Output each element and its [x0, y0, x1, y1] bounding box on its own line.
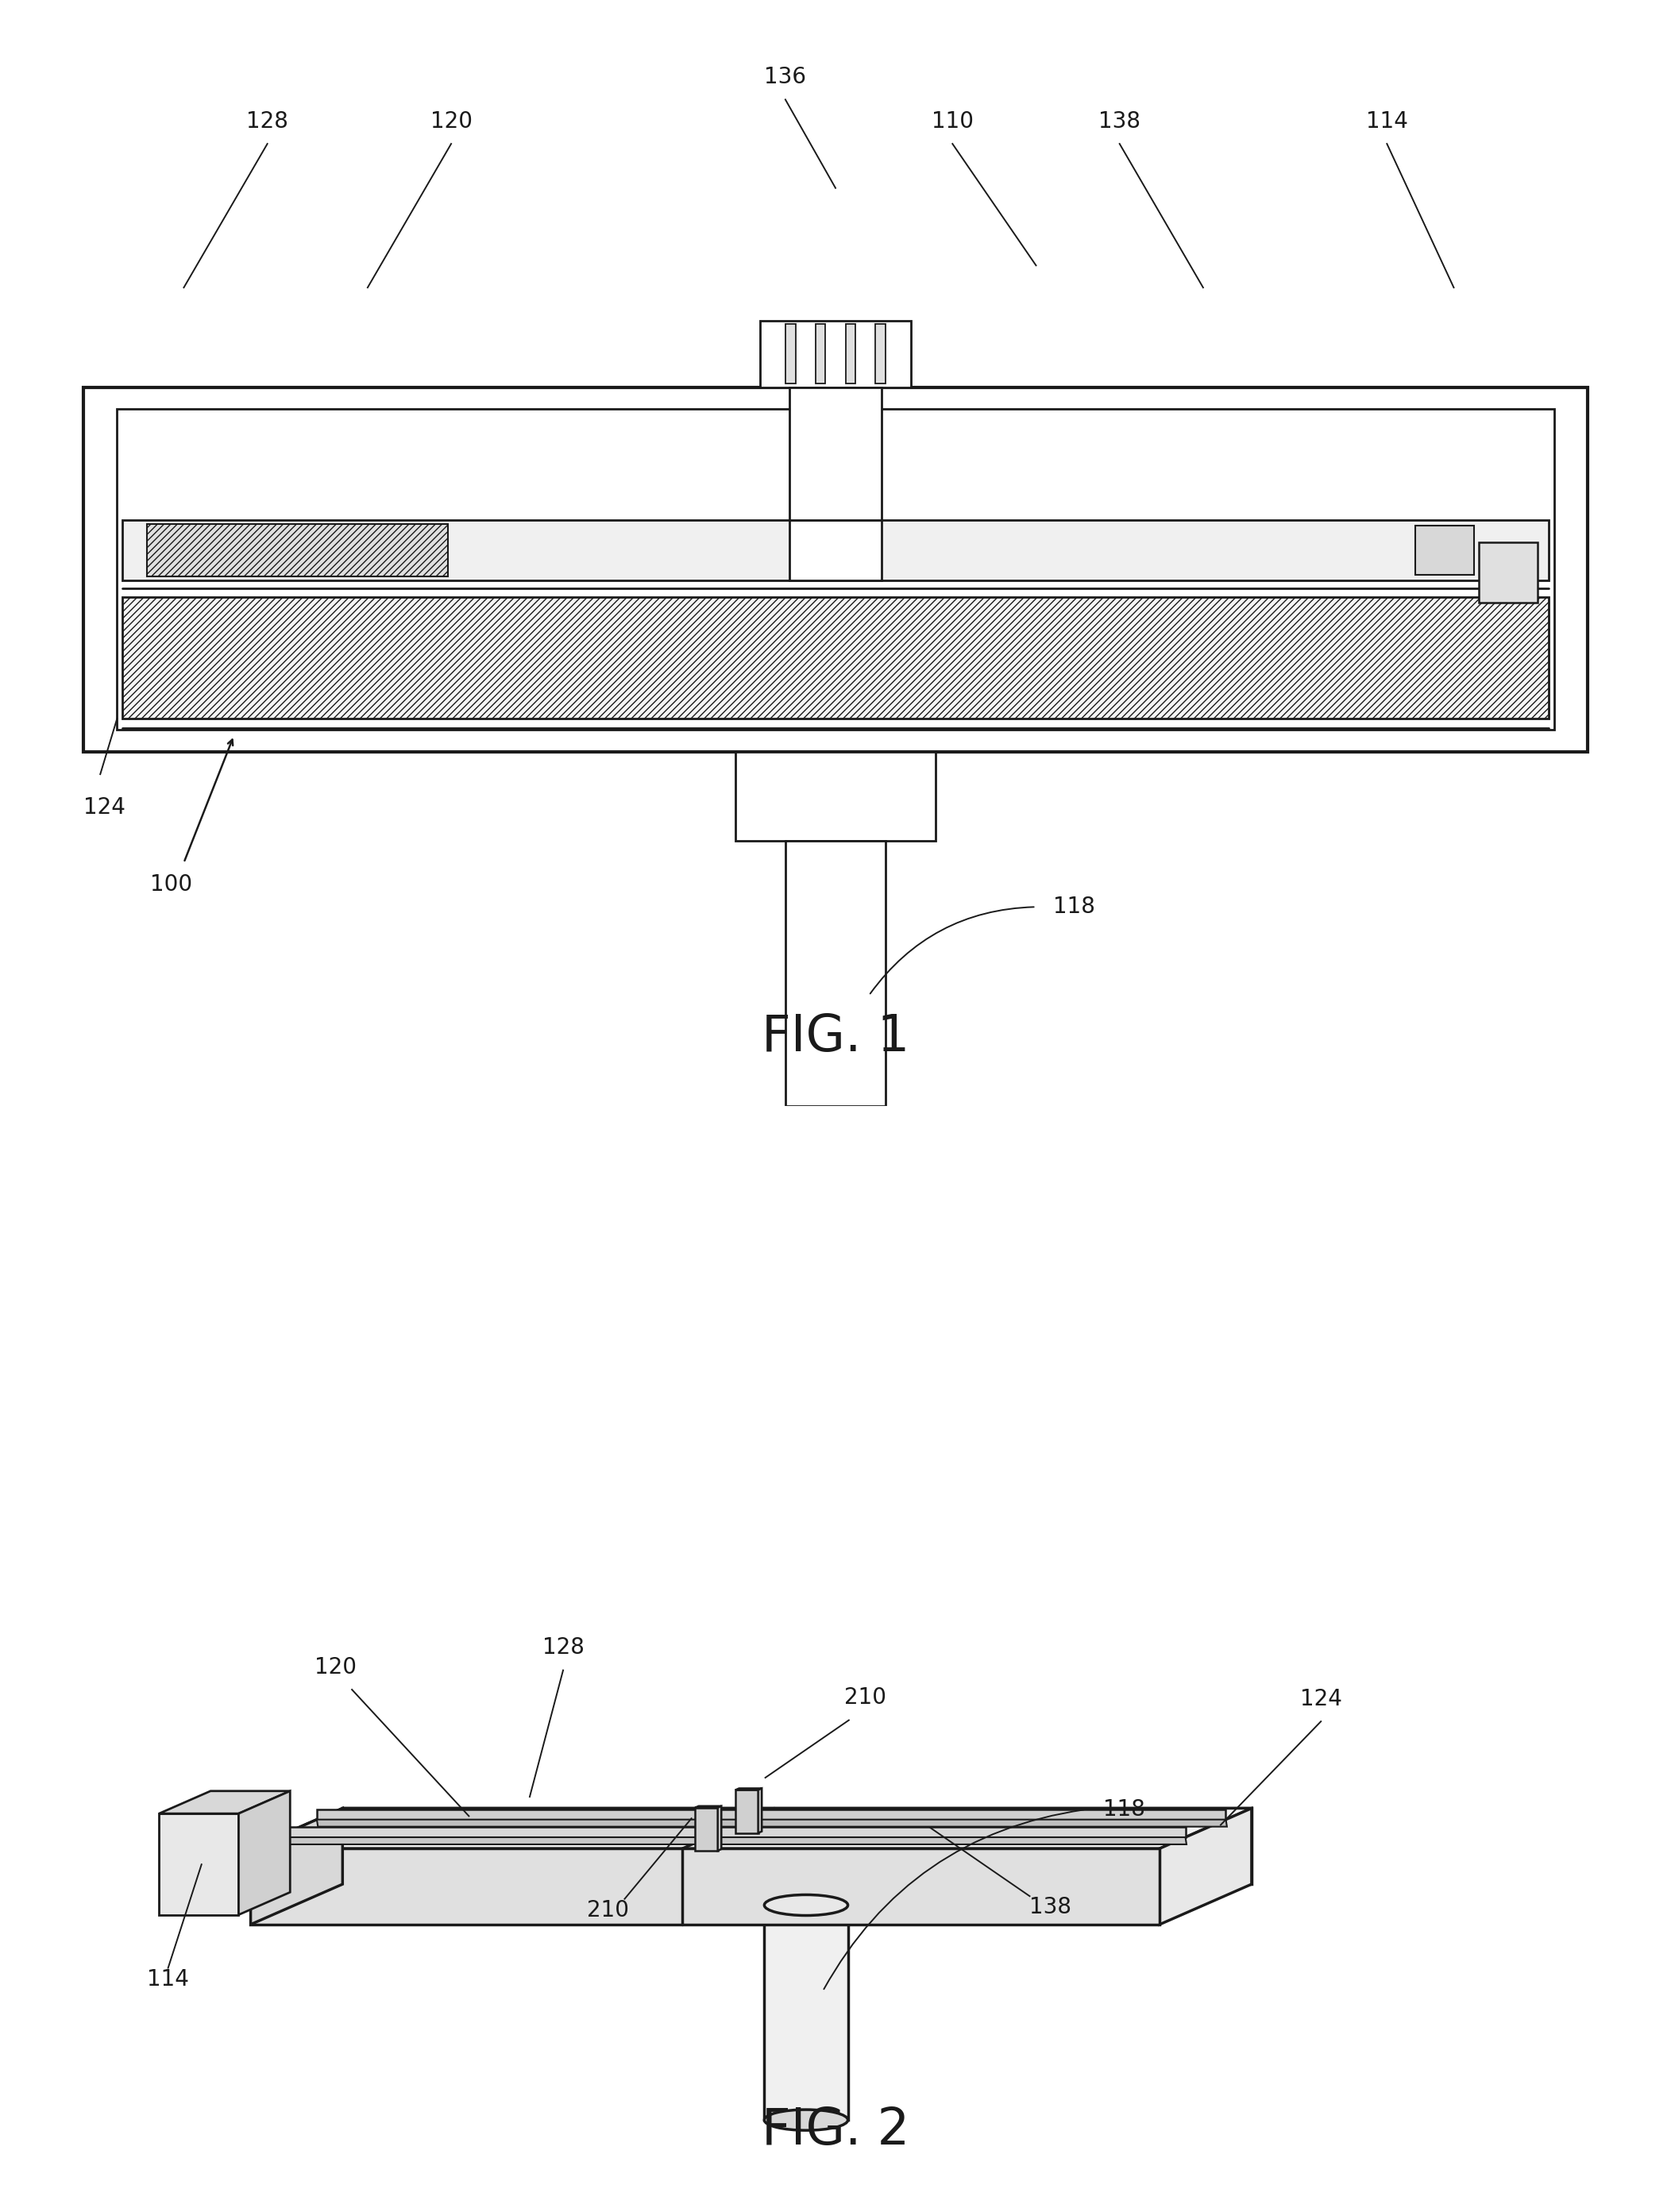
Bar [785, 841, 886, 1106]
Text: 124: 124 [84, 796, 125, 818]
Bar [147, 524, 448, 577]
Bar [760, 321, 911, 387]
Polygon shape [695, 1807, 719, 1851]
Polygon shape [719, 1805, 722, 1851]
Bar [122, 597, 1549, 719]
Polygon shape [379, 1814, 729, 1843]
Bar [1415, 526, 1474, 575]
Bar [122, 520, 1549, 580]
Text: 114: 114 [1365, 111, 1409, 133]
Polygon shape [159, 1814, 239, 1916]
Polygon shape [251, 1807, 1252, 1849]
Polygon shape [735, 1790, 759, 1834]
Bar [117, 409, 1554, 730]
Bar [789, 387, 882, 520]
Polygon shape [239, 1792, 291, 1916]
Text: 124: 124 [1300, 1688, 1342, 1710]
Bar [84, 387, 1587, 752]
Ellipse shape [764, 2110, 847, 2130]
Ellipse shape [764, 1896, 847, 1916]
Polygon shape [317, 1820, 1227, 1827]
Bar [846, 323, 856, 385]
Polygon shape [759, 1787, 762, 1834]
Text: 138: 138 [1098, 111, 1141, 133]
Text: 128: 128 [246, 111, 289, 133]
Text: 138: 138 [1029, 1896, 1071, 1918]
Polygon shape [251, 1849, 1160, 1924]
Text: 118: 118 [1053, 896, 1095, 918]
Bar [785, 323, 795, 385]
Text: FIG. 2: FIG. 2 [762, 2106, 909, 2154]
Polygon shape [251, 1807, 343, 1924]
Text: 110: 110 [931, 111, 974, 133]
Bar [815, 323, 825, 385]
Polygon shape [159, 1792, 291, 1814]
Polygon shape [1160, 1807, 1252, 1924]
Bar [735, 752, 936, 841]
Text: 118: 118 [1103, 1798, 1145, 1820]
Polygon shape [317, 1809, 1227, 1820]
Bar [876, 323, 886, 385]
Bar [1479, 542, 1537, 602]
Polygon shape [276, 1827, 1185, 1838]
Bar [789, 520, 882, 580]
Text: 120: 120 [314, 1657, 356, 1679]
Polygon shape [276, 1838, 1186, 1845]
Text: 210: 210 [587, 1898, 628, 1922]
Text: 114: 114 [147, 1969, 189, 1991]
Text: 128: 128 [541, 1637, 585, 1659]
Text: 100: 100 [150, 874, 192, 896]
Polygon shape [343, 1807, 1252, 1885]
Text: FIG. 1: FIG. 1 [762, 1013, 909, 1062]
Bar [764, 1905, 847, 2119]
Text: 136: 136 [764, 66, 807, 88]
Text: 210: 210 [844, 1686, 887, 1708]
Text: 120: 120 [429, 111, 473, 133]
